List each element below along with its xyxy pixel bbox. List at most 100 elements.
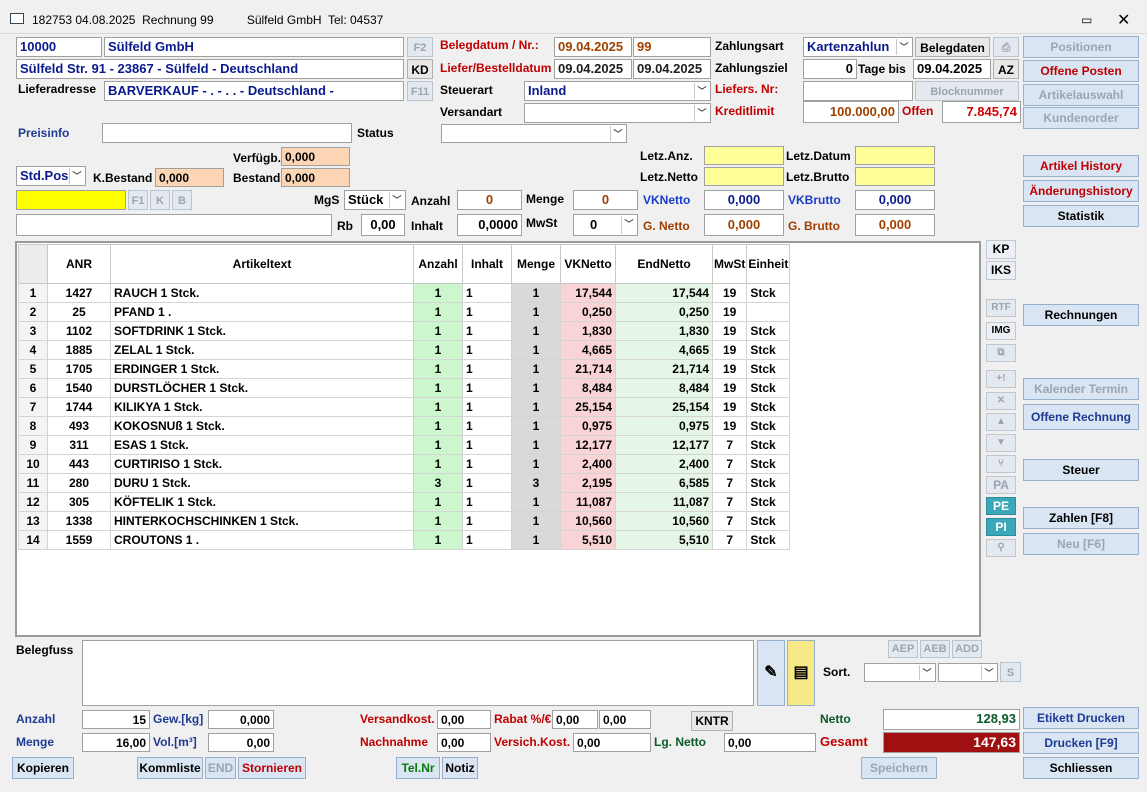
- einheit-cell[interactable]: Stck: [746, 359, 791, 379]
- mwst-cell[interactable]: 19: [711, 283, 748, 303]
- anr-cell[interactable]: 1338: [47, 511, 111, 531]
- stornieren-button[interactable]: Stornieren: [238, 757, 306, 779]
- anr-cell[interactable]: 1427: [47, 283, 111, 303]
- inhalt-cell[interactable]: 1: [462, 340, 512, 360]
- anr-cell[interactable]: 1559: [47, 530, 111, 550]
- anzahl-cell[interactable]: 1: [413, 511, 463, 531]
- menge-cell[interactable]: 1: [511, 359, 561, 379]
- binoculars-icon[interactable]: ⚲: [986, 539, 1016, 557]
- img-button[interactable]: IMG: [986, 322, 1016, 340]
- anzahl-cell[interactable]: 1: [413, 283, 463, 303]
- row-number[interactable]: 13: [18, 511, 48, 531]
- anzahl-cell[interactable]: 1: [413, 492, 463, 512]
- anr-cell[interactable]: 1705: [47, 359, 111, 379]
- menge-cell[interactable]: 3: [511, 473, 561, 493]
- table-row[interactable]: 5 1705 ERDINGER 1 Stck. 1 1 1 21,714 21,714 19 St…: [18, 359, 791, 379]
- inhalt-cell[interactable]: 1: [462, 416, 512, 436]
- zahlen-button[interactable]: Zahlen [F8]: [1023, 507, 1139, 529]
- kreditlimit-field[interactable]: 100.000,00: [803, 101, 899, 123]
- einheit-cell[interactable]: Stck: [746, 435, 791, 455]
- preisinfo-field[interactable]: [102, 123, 352, 143]
- vknetto-cell[interactable]: 4,665: [560, 340, 616, 360]
- einheit-cell[interactable]: Stck: [746, 530, 791, 550]
- rabatt-euro-field[interactable]: 0,00: [599, 710, 651, 729]
- aep-button[interactable]: AEP: [888, 640, 918, 658]
- end-button[interactable]: END: [205, 757, 236, 779]
- belegfuss-text[interactable]: [82, 640, 754, 706]
- pe-button[interactable]: PE: [986, 497, 1016, 515]
- einheit-cell[interactable]: Stck: [746, 511, 791, 531]
- artikeltext-cell[interactable]: DURSTLÖCHER 1 Stck.: [110, 378, 414, 398]
- kalender-termin-button[interactable]: Kalender Termin: [1023, 378, 1139, 400]
- notiz-button[interactable]: Notiz: [442, 757, 478, 779]
- versandkost-field[interactable]: 0,00: [437, 710, 491, 729]
- inhalt-cell[interactable]: 1: [462, 473, 512, 493]
- artikeltext-cell[interactable]: HINTERKOCHSCHINKEN 1 Stck.: [110, 511, 414, 531]
- menge-cell[interactable]: 1: [511, 530, 561, 550]
- mwst-cell[interactable]: 19: [711, 321, 748, 341]
- vknetto-cell[interactable]: 5,510: [560, 530, 616, 550]
- table-row[interactable]: 9 311 ESAS 1 Stck. 1 1 1 12,177 12,177 7 Stck: [18, 435, 791, 455]
- anzahl-field[interactable]: 0: [457, 190, 522, 210]
- belegdaten-button[interactable]: Belegdaten: [915, 37, 990, 57]
- inhalt-cell[interactable]: 1: [462, 530, 512, 550]
- endnetto-cell[interactable]: 11,087: [615, 492, 713, 512]
- einheit-cell[interactable]: [746, 302, 791, 322]
- col-einheit[interactable]: Einheit: [746, 244, 791, 284]
- anzahl-cell[interactable]: 1: [413, 359, 463, 379]
- b-button[interactable]: B: [172, 190, 192, 210]
- customer-address[interactable]: Sülfeld Str. 91 - 23867 - Sülfeld - Deut…: [16, 59, 404, 79]
- vknetto-cell[interactable]: 21,714: [560, 359, 616, 379]
- anzahl-cell[interactable]: 1: [413, 321, 463, 341]
- menge-cell[interactable]: 1: [511, 435, 561, 455]
- anzahl-cell[interactable]: 1: [413, 378, 463, 398]
- bestand-field[interactable]: 0,000: [281, 168, 350, 187]
- inhalt-cell[interactable]: 1: [462, 492, 512, 512]
- customer-number[interactable]: 10000: [16, 37, 102, 57]
- neu-button[interactable]: Neu [F6]: [1023, 533, 1139, 555]
- col-endnetto[interactable]: EndNetto: [615, 244, 713, 284]
- mwst-cell[interactable]: 7: [711, 530, 748, 550]
- endnetto-cell[interactable]: 8,484: [615, 378, 713, 398]
- verfuegb-field[interactable]: 0,000: [281, 147, 350, 166]
- f1-button[interactable]: F1: [128, 190, 148, 210]
- mwst-cell[interactable]: 7: [711, 473, 748, 493]
- artikeltext-cell[interactable]: DURU 1 Stck.: [110, 473, 414, 493]
- col-inhalt[interactable]: Inhalt: [462, 244, 512, 284]
- article-search-field[interactable]: [16, 190, 126, 210]
- mwst-cell[interactable]: 7: [711, 492, 748, 512]
- menge-cell[interactable]: 1: [511, 378, 561, 398]
- endnetto-cell[interactable]: 1,830: [615, 321, 713, 341]
- table-row[interactable]: 6 1540 DURSTLÖCHER 1 Stck. 1 1 1 8,484 8,484 19 S…: [18, 378, 791, 398]
- inhalt-cell[interactable]: 1: [462, 302, 512, 322]
- zahlungsart-select[interactable]: Kartenzahlun ﹀: [803, 37, 913, 57]
- vknetto-cell[interactable]: 10,560: [560, 511, 616, 531]
- endnetto-cell[interactable]: 0,250: [615, 302, 713, 322]
- kp-button[interactable]: KP: [986, 240, 1016, 259]
- vkbrutto-field[interactable]: 0,000: [855, 190, 935, 210]
- rb-field[interactable]: 0,00: [361, 214, 405, 236]
- mgs-select[interactable]: Stück ﹀: [344, 190, 406, 210]
- etikett-drucken-button[interactable]: Etikett Drucken: [1023, 707, 1139, 729]
- endnetto-cell[interactable]: 2,400: [615, 454, 713, 474]
- endnetto-cell[interactable]: 0,975: [615, 416, 713, 436]
- rabatt-percent-field[interactable]: 0,00: [552, 710, 598, 729]
- artikeltext-cell[interactable]: KILIKYA 1 Stck.: [110, 397, 414, 417]
- zahlungsziel-date[interactable]: 09.04.2025: [913, 59, 991, 79]
- liefers-nr-field[interactable]: [803, 81, 913, 101]
- document-icon[interactable]: ⎙: [993, 37, 1019, 57]
- endnetto-cell[interactable]: 5,510: [615, 530, 713, 550]
- col-anzahl[interactable]: Anzahl: [413, 244, 463, 284]
- mwst-cell[interactable]: 7: [711, 511, 748, 531]
- mwst-cell[interactable]: 19: [711, 397, 748, 417]
- einheit-cell[interactable]: Stck: [746, 340, 791, 360]
- menge-cell[interactable]: 1: [511, 416, 561, 436]
- mwst-cell[interactable]: 19: [711, 340, 748, 360]
- mwst-select[interactable]: 0 ﹀: [573, 214, 638, 236]
- table-row[interactable]: 11 280 DURU 1 Stck. 3 1 3 2,195 6,585 7 Stck: [18, 473, 791, 493]
- iks-button[interactable]: IKS: [986, 261, 1016, 280]
- anr-cell[interactable]: 305: [47, 492, 111, 512]
- einheit-cell[interactable]: Stck: [746, 397, 791, 417]
- endnetto-cell[interactable]: 12,177: [615, 435, 713, 455]
- einheit-cell[interactable]: Stck: [746, 454, 791, 474]
